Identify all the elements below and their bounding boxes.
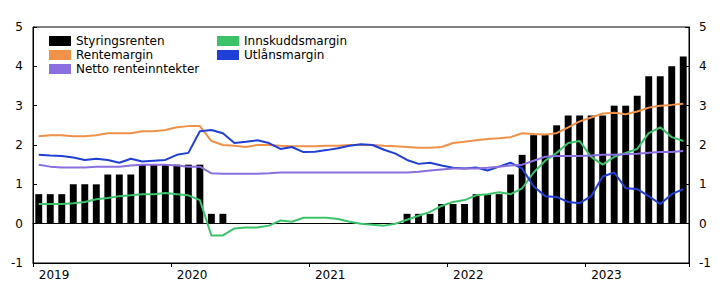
svg-text:0: 0 (15, 217, 23, 231)
svg-text:-1: -1 (11, 256, 23, 270)
svg-text:3: 3 (15, 99, 23, 113)
svg-text:Netto renteinntekter: Netto renteinntekter (76, 62, 199, 76)
svg-text:5: 5 (699, 20, 707, 34)
svg-text:Innskuddsmargin: Innskuddsmargin (244, 34, 347, 48)
svg-text:2023: 2023 (591, 268, 622, 282)
svg-text:4: 4 (15, 59, 23, 73)
svg-text:Utlånsmargin: Utlånsmargin (244, 48, 324, 62)
svg-text:2: 2 (15, 138, 23, 152)
svg-text:3: 3 (699, 99, 707, 113)
svg-text:1: 1 (699, 177, 707, 191)
svg-text:-1: -1 (699, 256, 711, 270)
svg-text:5: 5 (15, 20, 23, 34)
svg-text:2020: 2020 (177, 268, 208, 282)
svg-text:2: 2 (699, 138, 707, 152)
svg-text:2021: 2021 (315, 268, 346, 282)
svg-text:4: 4 (699, 59, 707, 73)
svg-text:2022: 2022 (453, 268, 484, 282)
svg-text:2019: 2019 (39, 268, 70, 282)
svg-text:0: 0 (699, 217, 707, 231)
svg-text:Rentemargin: Rentemargin (76, 48, 153, 62)
svg-text:1: 1 (15, 177, 23, 191)
svg-text:Styringsrenten: Styringsrenten (76, 34, 165, 48)
